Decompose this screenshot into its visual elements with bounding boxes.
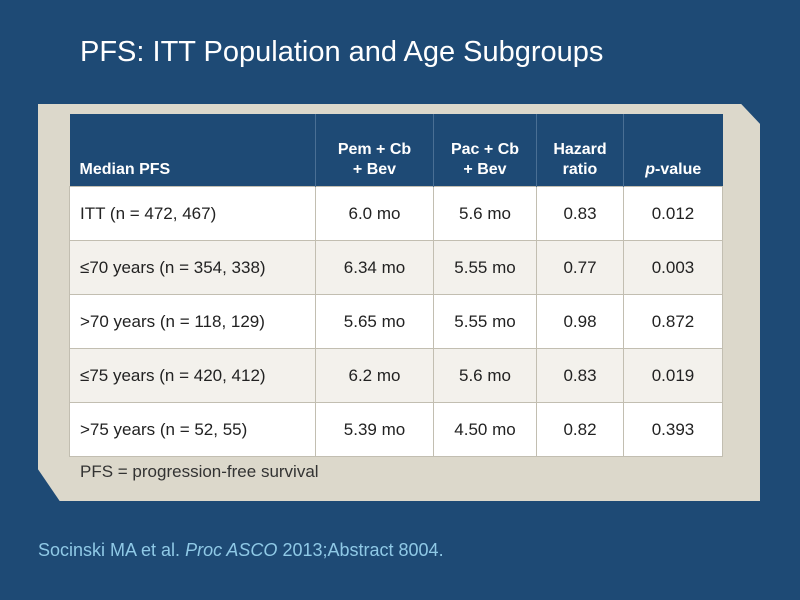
pem-value: 6.0 mo (316, 187, 434, 241)
p-value: 0.003 (624, 241, 723, 295)
citation-details: 2013;Abstract 8004. (282, 540, 443, 560)
pfs-table-container: Median PFS Pem + Cb + Bev Pac + Cb + Bev H… (69, 114, 722, 457)
header-pem-cb-bev: Pem + Cb + Bev (316, 114, 434, 187)
pem-value: 6.34 mo (316, 241, 434, 295)
hazard-ratio-value: 0.82 (537, 403, 624, 457)
table-row: >70 years (n = 118, 129) 5.65 mo 5.55 mo… (70, 295, 723, 349)
citation-journal: Proc ASCO (185, 540, 277, 560)
pac-value: 5.55 mo (434, 241, 537, 295)
header-hazard-ratio: Hazard ratio (537, 114, 624, 187)
pac-value: 5.55 mo (434, 295, 537, 349)
row-label: ≤75 years (n = 420, 412) (70, 349, 316, 403)
row-label: >75 years (n = 52, 55) (70, 403, 316, 457)
p-value: 0.393 (624, 403, 723, 457)
pem-value: 5.39 mo (316, 403, 434, 457)
header-pac-cb-bev: Pac + Cb + Bev (434, 114, 537, 187)
pem-value: 5.65 mo (316, 295, 434, 349)
hazard-ratio-value: 0.77 (537, 241, 624, 295)
pac-value: 4.50 mo (434, 403, 537, 457)
p-value: 0.012 (624, 187, 723, 241)
hazard-ratio-value: 0.98 (537, 295, 624, 349)
header-p-value: p-value (624, 114, 723, 187)
table-header-row: Median PFS Pem + Cb + Bev Pac + Cb + Bev H… (70, 114, 723, 187)
header-median-pfs: Median PFS (70, 114, 316, 187)
footnote: PFS = progression-free survival (80, 462, 319, 482)
table-row: >75 years (n = 52, 55) 5.39 mo 4.50 mo 0… (70, 403, 723, 457)
p-value: 0.872 (624, 295, 723, 349)
table-row: ≤75 years (n = 420, 412) 6.2 mo 5.6 mo 0… (70, 349, 723, 403)
table-row: ≤70 years (n = 354, 338) 6.34 mo 5.55 mo… (70, 241, 723, 295)
slide-title: PFS: ITT Population and Age Subgroups (80, 36, 603, 69)
pac-value: 5.6 mo (434, 349, 537, 403)
row-label: ≤70 years (n = 354, 338) (70, 241, 316, 295)
table-row: ITT (n = 472, 467) 6.0 mo 5.6 mo 0.83 0.… (70, 187, 723, 241)
p-value: 0.019 (624, 349, 723, 403)
citation-authors: Socinski MA et al. (38, 540, 180, 560)
hazard-ratio-value: 0.83 (537, 349, 624, 403)
row-label: >70 years (n = 118, 129) (70, 295, 316, 349)
pem-value: 6.2 mo (316, 349, 434, 403)
citation: Socinski MA et al. Proc ASCO 2013;Abstra… (38, 540, 444, 561)
pfs-table: Median PFS Pem + Cb + Bev Pac + Cb + Bev H… (69, 114, 723, 457)
pac-value: 5.6 mo (434, 187, 537, 241)
hazard-ratio-value: 0.83 (537, 187, 624, 241)
row-label: ITT (n = 472, 467) (70, 187, 316, 241)
